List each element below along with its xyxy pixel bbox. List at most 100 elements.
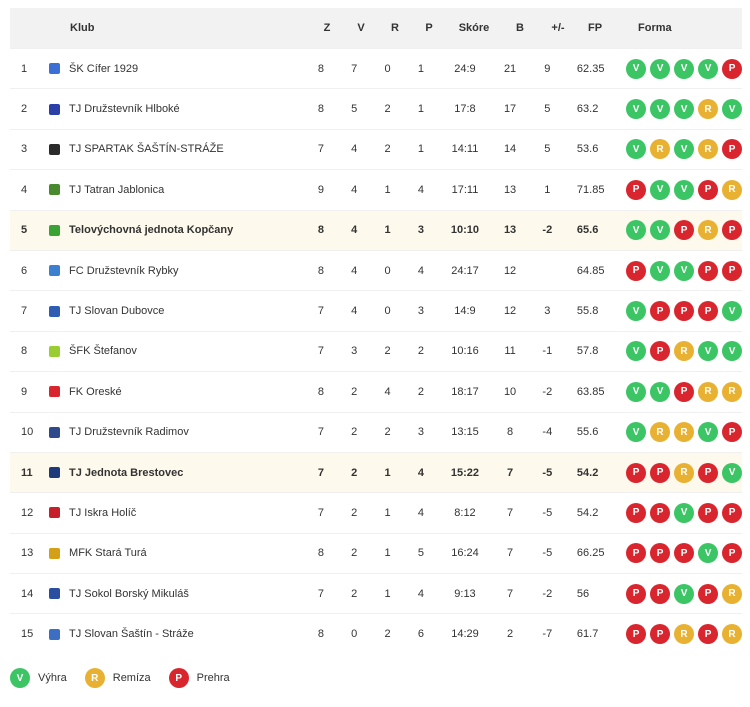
row-club-name[interactable]: TJ Družstevník Radimov xyxy=(69,426,189,439)
table-row[interactable]: 8 ŠFK Štefanov 7 3 2 2 10:16 11 -1 57.8 V P R V V xyxy=(10,330,743,371)
header-club[interactable]: Klub xyxy=(70,22,95,34)
row-club-name[interactable]: TJ Sokol Borský Mikuláš xyxy=(69,587,189,600)
table-row[interactable]: 2 TJ Družstevník Hlboké 8 5 2 1 17:8 17 5 63.2 V V V… xyxy=(10,88,743,128)
form-result-badge[interactable]: R xyxy=(722,583,743,604)
row-club-name[interactable]: ŠFK Štefanov xyxy=(69,345,137,358)
header-played[interactable]: Z xyxy=(323,22,331,34)
form-result-badge[interactable]: P xyxy=(626,462,647,483)
form-result-badge[interactable]: P xyxy=(698,583,719,604)
form-result-badge[interactable]: V xyxy=(650,220,671,241)
form-result-badge[interactable]: P xyxy=(722,260,743,281)
table-row[interactable]: 3 TJ SPARTAK ŠAŠTÍN-STRÁŽE 7 4 2 1 14:11 14 5 53.… xyxy=(10,128,743,169)
header-losses[interactable]: P xyxy=(425,22,433,34)
form-result-badge[interactable]: V xyxy=(674,58,695,79)
form-result-badge[interactable]: R xyxy=(698,381,719,402)
form-result-badge[interactable]: P xyxy=(626,260,647,281)
table-row[interactable]: 13 MFK Stará Turá 8 2 1 5 16:24 7 -5 66.25 P P P V P xyxy=(10,532,743,573)
form-result-badge[interactable]: R xyxy=(698,139,719,160)
form-result-badge[interactable]: V xyxy=(650,58,671,79)
header-wins[interactable]: V xyxy=(357,22,365,34)
form-result-badge[interactable]: P xyxy=(626,624,647,645)
form-result-badge[interactable]: P xyxy=(722,58,743,79)
header-points[interactable]: B xyxy=(516,22,524,34)
row-club-name[interactable]: TJ Slovan Dubovce xyxy=(69,305,165,318)
form-result-badge[interactable]: V xyxy=(674,139,695,160)
form-result-badge[interactable]: V xyxy=(626,301,647,322)
header-fairplay[interactable]: FP xyxy=(588,22,603,34)
form-result-badge[interactable]: R xyxy=(698,220,719,241)
form-result-badge[interactable]: P xyxy=(674,220,695,241)
row-club-name[interactable]: TJ Tatran Jablonica xyxy=(69,183,165,196)
form-result-badge[interactable]: V xyxy=(626,422,647,443)
form-result-badge[interactable]: P xyxy=(650,624,671,645)
row-club-name[interactable]: MFK Stará Turá xyxy=(69,547,147,560)
form-result-badge[interactable]: R xyxy=(674,624,695,645)
form-result-badge[interactable]: R xyxy=(722,624,743,645)
form-result-badge[interactable]: P xyxy=(698,502,719,523)
table-row[interactable]: 4 TJ Tatran Jablonica 9 4 1 4 17:11 13 1 71.85 P V V… xyxy=(10,169,743,209)
table-row[interactable]: 9 FK Oreské 8 2 4 2 18:17 10 -2 63.85 V V P R R xyxy=(10,371,743,411)
form-result-badge[interactable]: R xyxy=(722,381,743,402)
row-club-name[interactable]: ŠK Cífer 1929 xyxy=(69,62,139,75)
row-club-name[interactable]: FK Oreské xyxy=(69,385,122,398)
form-result-badge[interactable]: V xyxy=(626,220,647,241)
form-result-badge[interactable]: R xyxy=(722,179,743,200)
form-result-badge[interactable]: P xyxy=(626,543,647,564)
form-result-badge[interactable]: P xyxy=(722,422,743,443)
form-result-badge[interactable]: P xyxy=(722,502,743,523)
form-result-badge[interactable]: P xyxy=(698,301,719,322)
form-result-badge[interactable]: V xyxy=(674,502,695,523)
form-result-badge[interactable]: V xyxy=(722,462,743,483)
form-result-badge[interactable]: P xyxy=(698,462,719,483)
form-result-badge[interactable]: V xyxy=(698,58,719,79)
form-result-badge[interactable]: P xyxy=(674,543,695,564)
form-result-badge[interactable]: P xyxy=(626,502,647,523)
row-club-name[interactable]: TJ Družstevník Hlboké xyxy=(69,103,180,116)
form-result-badge[interactable]: V xyxy=(722,301,743,322)
form-result-badge[interactable]: P xyxy=(650,502,671,523)
form-result-badge[interactable]: R xyxy=(698,99,719,120)
form-result-badge[interactable]: V xyxy=(674,179,695,200)
form-result-badge[interactable]: R xyxy=(650,139,671,160)
form-result-badge[interactable]: V xyxy=(674,99,695,120)
header-score[interactable]: Skóre xyxy=(458,22,490,34)
table-row[interactable]: 1 ŠK Cífer 1929 8 7 0 1 24:9 21 9 62.35 V V V V P xyxy=(10,48,743,88)
form-result-badge[interactable]: V xyxy=(698,422,719,443)
form-result-badge[interactable]: P xyxy=(722,139,743,160)
form-result-badge[interactable]: V xyxy=(626,341,647,362)
form-result-badge[interactable]: P xyxy=(674,381,695,402)
row-club-name[interactable]: TJ SPARTAK ŠAŠTÍN-STRÁŽE xyxy=(69,143,224,156)
table-row[interactable]: 7 TJ Slovan Dubovce 7 4 0 3 14:9 12 3 55.8 V P P P V xyxy=(10,290,743,330)
header-draws[interactable]: R xyxy=(391,22,399,34)
form-result-badge[interactable]: P xyxy=(650,583,671,604)
table-row[interactable]: 5 Telovýchovná jednota Kopčany 8 4 1 3 10:10 13… xyxy=(10,209,743,250)
form-result-badge[interactable]: P xyxy=(650,462,671,483)
form-result-badge[interactable]: P xyxy=(722,543,743,564)
row-club-name[interactable]: TJ Jednota Brestovec xyxy=(69,466,184,479)
row-club-name[interactable]: FC Družstevník Rybky xyxy=(69,264,179,277)
form-result-badge[interactable]: P xyxy=(698,624,719,645)
table-row[interactable]: 10 TJ Družstevník Radimov 7 2 2 3 13:15 8 -4 55.6… xyxy=(10,411,743,452)
form-result-badge[interactable]: P xyxy=(626,179,647,200)
form-result-badge[interactable]: V xyxy=(626,58,647,79)
row-club-name[interactable]: Telovýchovná jednota Kopčany xyxy=(69,224,234,237)
form-result-badge[interactable]: V xyxy=(698,543,719,564)
table-row[interactable]: 6 FC Družstevník Rybky 8 4 0 4 24:17 12 64.85 P V V… xyxy=(10,249,743,290)
header-diff[interactable]: +/- xyxy=(551,22,565,34)
form-result-badge[interactable]: P xyxy=(650,301,671,322)
form-result-badge[interactable]: V xyxy=(650,381,671,402)
form-result-badge[interactable]: R xyxy=(674,422,695,443)
form-result-badge[interactable]: V xyxy=(722,99,743,120)
form-result-badge[interactable]: P xyxy=(722,220,743,241)
row-club-name[interactable]: TJ Iskra Holíč xyxy=(69,506,137,519)
row-club-name[interactable]: TJ Slovan Šaštín - Stráže xyxy=(69,628,194,641)
table-row[interactable]: 12 TJ Iskra Holíč 7 2 1 4 8:12 7 -5 54.2 P P V P P xyxy=(10,492,743,532)
form-result-badge[interactable]: P xyxy=(650,341,671,362)
form-result-badge[interactable]: R xyxy=(674,462,695,483)
form-result-badge[interactable]: R xyxy=(674,341,695,362)
form-result-badge[interactable]: R xyxy=(650,422,671,443)
form-result-badge[interactable]: P xyxy=(698,260,719,281)
form-result-badge[interactable]: P xyxy=(698,179,719,200)
form-result-badge[interactable]: V xyxy=(650,99,671,120)
table-row[interactable]: 15 TJ Slovan Šaštín - Stráže 8 0 2 6 14:29 2 -7 6… xyxy=(10,613,743,653)
